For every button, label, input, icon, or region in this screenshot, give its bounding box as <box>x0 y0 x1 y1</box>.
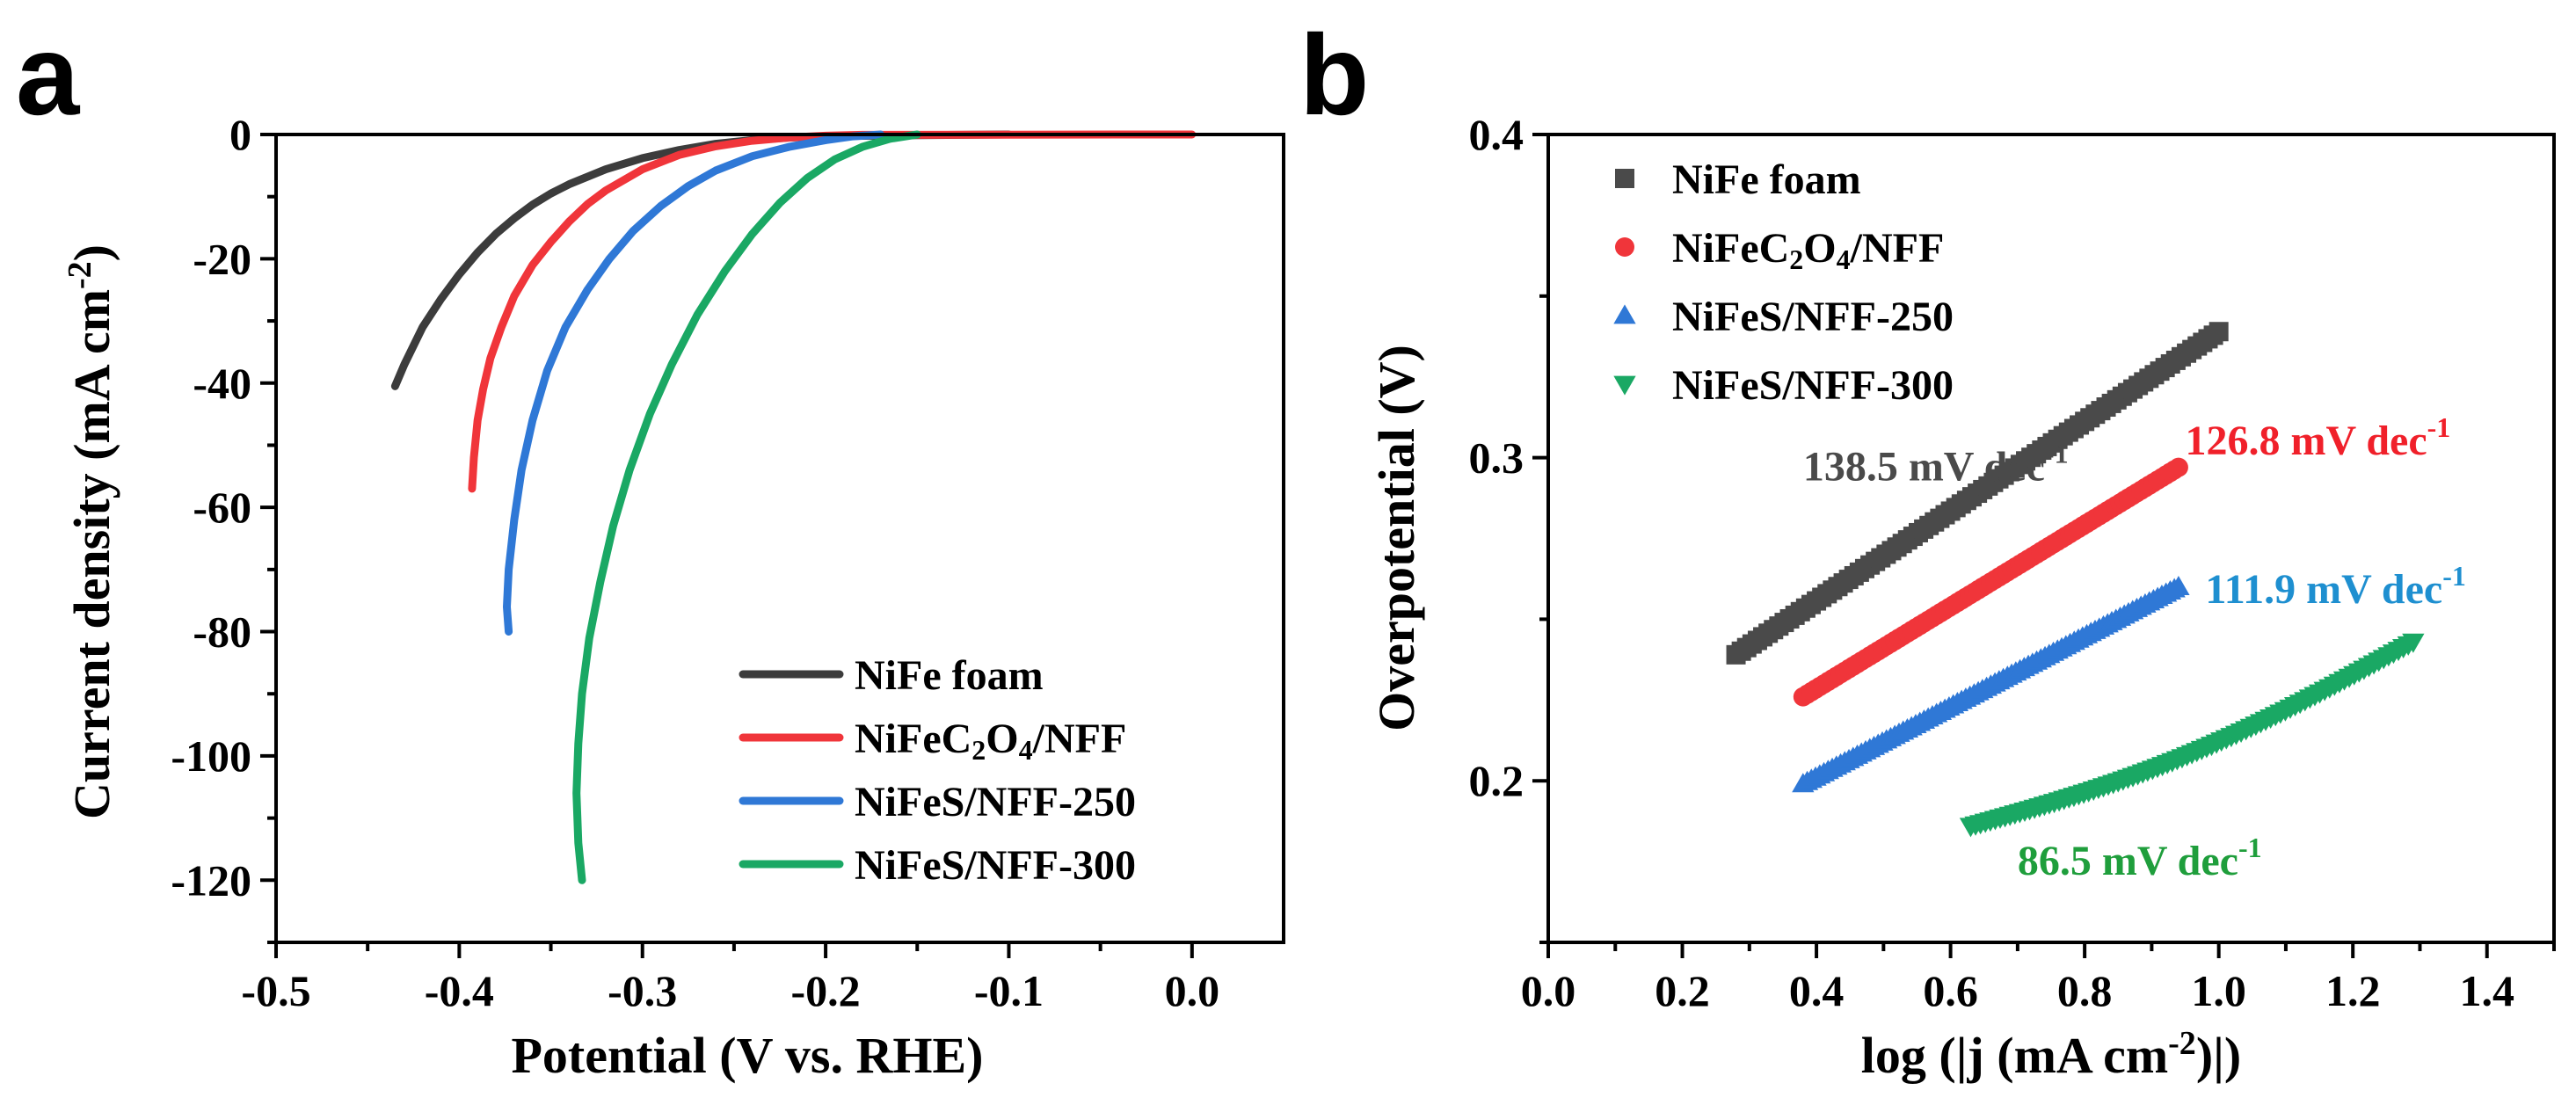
panel-b-series-0 <box>1726 322 2229 665</box>
panel-a-legend-label-0: NiFe foam <box>855 652 1044 699</box>
panel-a-letter: a <box>16 11 81 139</box>
panel-b-y-axis-label: Overpotential (V) <box>1368 345 1425 731</box>
panel-b-y-tick-label: 0.2 <box>1469 756 1524 805</box>
panel-b-x-tick-label: 0.2 <box>1655 966 1710 1015</box>
panel-b-x-tick-label: 1.2 <box>2325 966 2381 1015</box>
panel-b-slope-labels: 138.5 mV dec-1 126.8 mV dec-1 111.9 mV dec… <box>1803 411 2466 884</box>
panel-a-y-tick-label: -120 <box>171 855 251 905</box>
panel-a-series-line-1 <box>468 130 1197 493</box>
panel-b-x-axis-label-close: )|) <box>2196 1027 2241 1084</box>
panel-a-y-axis-label-sup: -2 <box>62 261 98 289</box>
panel-a-y-tick-label: -40 <box>193 359 251 408</box>
panel-b-point-2 <box>2167 575 2190 595</box>
panel-b-x-axis-label-sup: -2 <box>2168 1025 2196 1062</box>
panel-b-x-tick-label: 0.0 <box>1521 966 1576 1015</box>
panel-a-series-line-0 <box>390 130 1013 390</box>
panel-b-plot-frame <box>1546 133 2556 944</box>
panel-b-legend-marker-3 <box>1613 375 1636 396</box>
panel-a-legend-label-1: NiFeC2O4/NFF <box>855 716 1126 766</box>
panel-b-series-1 <box>1793 457 2188 707</box>
panel-a-x-tick-label: 0.0 <box>1165 966 1220 1015</box>
panel-b-letter: b <box>1299 11 1369 139</box>
panel-a-y-tick-label: -20 <box>193 234 251 283</box>
panel-b-slope-label-0: 138.5 mV dec-1 <box>1803 437 2069 490</box>
panel-b-x-tick-label: 0.4 <box>1789 966 1845 1015</box>
panel-a-plot-frame <box>274 133 1285 944</box>
panel-a-x-tick-label: -0.5 <box>241 966 310 1015</box>
panel-a-series-line-2 <box>503 130 885 636</box>
panel-b-y-tick-label: 0.4 <box>1469 110 1524 159</box>
panel-b-x-tick-label: 1.0 <box>2191 966 2246 1015</box>
panel-a-y-axis-label-close: ) <box>63 244 120 261</box>
panel-a-legend-label-3: NiFeS/NFF-300 <box>855 842 1136 889</box>
panel-a-y-tick-label: -80 <box>193 607 251 657</box>
panel-a-x-tick-label: -0.4 <box>425 966 494 1015</box>
panel-a-ticks <box>260 133 1194 958</box>
panel-a-y-tick-label: -100 <box>171 731 251 781</box>
panel-b-x-tick-label: 0.8 <box>2057 966 2113 1015</box>
panel-b-series-3 <box>1959 633 2425 838</box>
panel-b-legend-label-1: NiFeC2O4/NFF <box>1672 225 1944 275</box>
panel-a-y-axis-label-main: Current density (mA cm <box>63 289 120 819</box>
panel-b-legend-marker-2 <box>1613 304 1636 324</box>
panel-a-x-axis-label: Potential (V vs. RHE) <box>511 1027 983 1084</box>
panel-b-slope-label-3: 86.5 mV dec-1 <box>2018 832 2262 884</box>
panel-b-series-2 <box>1792 575 2190 793</box>
panel-b-chart: 0.0 0.2 0.4 0.6 0.8 1.0 1.2 1.4 0.2 0.3 0.4 138.5 … <box>1368 110 2556 1084</box>
panel-b-point-0 <box>2209 322 2229 342</box>
panel-a-tick-labels: -0.5 -0.4 -0.3 -0.2 -0.1 0.0 0 -20 -40 -60 -80 -100… <box>171 110 1219 1015</box>
panel-b-series-group <box>1726 322 2425 838</box>
panel-b-legend-marker-1 <box>1615 237 1634 257</box>
panel-b-slope-label-1: 126.8 mV dec-1 <box>2186 411 2451 464</box>
panel-b-y-tick-label: 0.3 <box>1469 433 1524 483</box>
panel-a-y-axis-label: Current density (mA cm-2) <box>62 244 120 819</box>
panel-a-y-tick-label: -60 <box>193 483 251 532</box>
panel-b-slope-label-2: 111.9 mV dec-1 <box>2205 560 2465 613</box>
panel-a-chart: -0.5 -0.4 -0.3 -0.2 -0.1 0.0 0 -20 -40 -60 -80 -100… <box>62 110 1285 1084</box>
panel-b-legend-label-2: NiFeS/NFF-250 <box>1672 294 1954 340</box>
panel-b-legend: NiFe foam NiFeC2O4/NFF NiFeS/NFF-250 NiFeS/… <box>1613 156 1954 409</box>
panel-a-y-tick-label: 0 <box>229 110 251 159</box>
panel-a-series-group <box>390 130 1197 884</box>
panel-a-x-tick-label: -0.3 <box>608 966 677 1015</box>
panel-b-legend-marker-0 <box>1615 169 1634 188</box>
panel-a-series-line-3 <box>572 130 921 884</box>
panel-a-x-tick-label: -0.1 <box>974 966 1044 1015</box>
panel-b-legend-label-0: NiFe foam <box>1672 156 1861 203</box>
panel-a-legend: NiFe foam NiFeC2O4/NFF NiFeS/NFF-250 NiFeS/… <box>739 652 1136 889</box>
panel-b-ticks <box>1532 133 2556 958</box>
panel-b-x-axis-label-main: log (|j (mA cm <box>1861 1027 2168 1084</box>
panel-a-legend-label-2: NiFeS/NFF-250 <box>855 779 1136 825</box>
panel-a-x-tick-label: -0.2 <box>791 966 861 1015</box>
panel-b-point-1 <box>2168 457 2188 477</box>
panel-b-x-tick-label: 1.4 <box>2459 966 2514 1015</box>
panel-b-x-tick-label: 0.6 <box>1923 966 1978 1015</box>
panel-b-x-axis-label: log (|j (mA cm-2)|) <box>1861 1025 2241 1084</box>
panel-b-legend-label-3: NiFeS/NFF-300 <box>1672 362 1954 409</box>
panel-b-tick-labels: 0.0 0.2 0.4 0.6 0.8 1.0 1.2 1.4 0.2 0.3 0.4 <box>1469 110 2514 1015</box>
panel-b-point-3 <box>2402 633 2425 653</box>
